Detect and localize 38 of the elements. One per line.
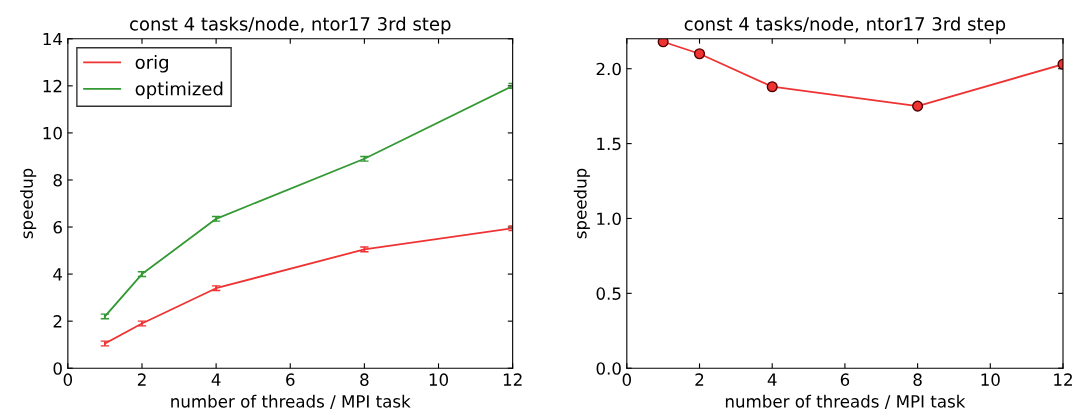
y-tick-label: 4: [53, 268, 63, 281]
chart-title: const 4 tasks/node, ntor17 3rd step: [684, 16, 1006, 35]
x-tick-label: 2: [137, 373, 146, 386]
y-tick-label: 0: [53, 362, 62, 375]
y-tick-label: 2.0: [596, 62, 621, 76]
x-axis-title: number of threads / MPI task: [171, 394, 411, 409]
y-tick-label: 12: [43, 79, 62, 93]
x-tick-label: 2: [695, 373, 704, 386]
y-tick-label: 14: [43, 32, 63, 46]
x-tick-label: 10: [981, 373, 1000, 386]
y-tick-label: 1.0: [597, 212, 621, 226]
y-tick-label: 1.5: [597, 137, 621, 151]
x-axis-title: number of threads / MPI task: [725, 394, 966, 409]
y-tick-label: 0.0: [596, 362, 621, 375]
y-tick-label: 6: [53, 220, 62, 234]
point: [766, 81, 778, 93]
x-tick-label: 0: [63, 373, 73, 386]
x-tick-label: 12: [1054, 373, 1072, 386]
x-tick-label: 0: [622, 373, 632, 386]
x-tick-label: 12: [503, 373, 522, 386]
chart-title: const 4 tasks/node, ntor17 3rd step: [130, 16, 451, 35]
point: [693, 48, 706, 60]
y-tick-label: 10: [43, 126, 62, 140]
x-tick-label: 8: [913, 373, 922, 386]
y-tick-label: 0.5: [596, 287, 621, 300]
point: [657, 38, 669, 48]
y-tick-label: 8: [53, 173, 62, 187]
x-tick-label: 8: [360, 373, 369, 386]
x-tick-label: 6: [840, 373, 850, 386]
x-tick-label: 4: [211, 373, 221, 386]
x-tick-label: 6: [286, 373, 295, 386]
y-axis-title: speedup: [573, 168, 590, 239]
legend-label: orig: [135, 55, 168, 73]
x-tick-label: 4: [767, 373, 777, 386]
x-tick-label: 10: [429, 373, 449, 386]
y-axis-title: speedup: [20, 168, 37, 239]
y-tick-label: 2: [53, 315, 62, 328]
legend-label: optimized: [135, 81, 223, 100]
